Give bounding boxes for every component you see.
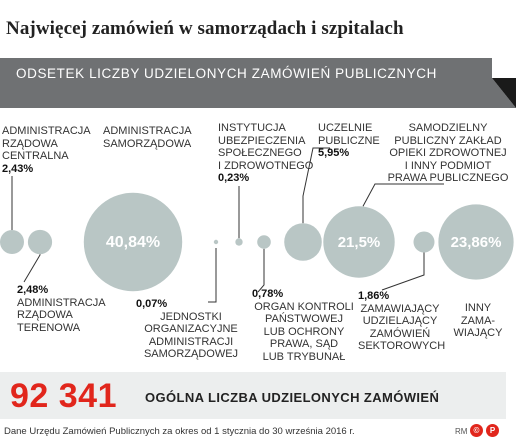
subtitle-banner [0, 58, 516, 108]
bubble-value-admin-samorzadowa: 40,84% [106, 234, 160, 251]
bubble-spzoz [323, 206, 395, 278]
total-value: 92 341 [10, 377, 117, 415]
bubble-uczelnie [284, 223, 322, 261]
bubble-admin-samorzadowa [83, 192, 183, 292]
chart-subtitle: ODSETEK LICZBY UDZIELONYCH ZAMÓWIEŃ PUBL… [16, 66, 438, 81]
label-admin-samorzadowa: ADMINISTRACJA SAMORZĄDOWA [103, 125, 192, 150]
copyright-logo: © [470, 424, 483, 437]
label-admin-terenowa: 2,48% ADMINISTRACJA RZĄDOWA TERENOWA [17, 284, 106, 334]
bubble-sektorowi [413, 231, 435, 253]
label-jednostki-org: 0,07% JEDNOSTKI ORGANIZACYJNE ADMINISTRA… [136, 298, 239, 360]
banner-fold [492, 78, 516, 108]
banner-shape [0, 58, 516, 108]
label-organ-kontroli: 0,78% ORGAN KONTROLI PAŃSTWOWEJ LUB OCHR… [252, 288, 354, 363]
total-strip [0, 372, 506, 419]
bubble-jednostki-org [213, 239, 219, 245]
label-instytucja-ubezp: INSTYTUCJA UBEZPIECZENIA SPOŁECZNEGO I Z… [218, 122, 314, 184]
label-spzoz: SAMODZIELNY PUBLICZNY ZAKŁAD OPIEKI ZDRO… [387, 122, 509, 184]
page-title: Najwięcej zamówień w samorządach i szpit… [6, 18, 404, 39]
label-sektorowi: 1,86% ZAMAWIAJĄCY UDZIELAJĄCY ZAMÓWIEŃ S… [358, 290, 446, 352]
bubble-chart: 40,84% 21,5% 23,86% [0, 147, 514, 303]
bubble-inny-zamawiajacy [438, 204, 514, 280]
leader-jednostki-org [208, 248, 217, 303]
bubble-organ-kontroli [257, 235, 271, 249]
bubble-value-spzoz: 21,5% [338, 234, 381, 251]
bubble-instytucja-ubezp [235, 238, 243, 246]
total-label: OGÓLNA LICZBA UDZIELONYCH ZAMÓWIEŃ [145, 390, 440, 405]
leader-admin-terenowa [23, 254, 41, 283]
leader-spzoz [362, 183, 444, 207]
bubble-admin-centralna [0, 230, 24, 254]
leader-uczelnie [302, 147, 330, 224]
label-admin-centralna: ADMINISTRACJA RZĄDOWA CENTRALNA 2,43% [2, 125, 91, 175]
source-note: Dane Urzędu Zamówień Publicznych za okre… [4, 426, 355, 437]
publisher-logo: P [486, 424, 499, 437]
label-inny-zamawiajacy: INNY ZAMA- WIAJĄCY [453, 302, 503, 339]
bubble-value-inny-zamawiajacy: 23,86% [451, 234, 502, 251]
label-uczelnie: UCZELNIE PUBLICZNE 5,95% [318, 122, 380, 159]
leader-sektorowi [381, 252, 425, 291]
leader-organ-kontroli [257, 248, 265, 293]
author-initials: RM [455, 427, 468, 436]
bubble-admin-terenowa [27, 229, 53, 255]
